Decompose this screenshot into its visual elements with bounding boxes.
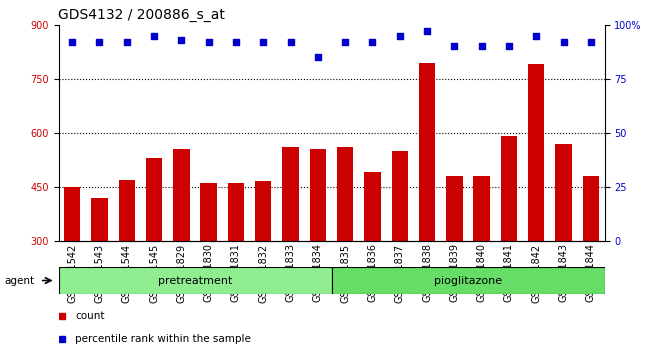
Text: pretreatment: pretreatment <box>158 275 232 286</box>
Text: count: count <box>75 311 105 321</box>
Bar <box>91 198 108 349</box>
Bar <box>332 267 604 294</box>
Point <box>504 44 514 49</box>
Bar <box>528 64 545 349</box>
Point <box>395 33 405 38</box>
Bar <box>582 176 599 349</box>
Point <box>586 39 596 45</box>
Point <box>285 39 296 45</box>
Text: pioglitazone: pioglitazone <box>434 275 502 286</box>
Point <box>94 39 105 45</box>
Bar <box>337 147 354 349</box>
Bar <box>500 136 517 349</box>
Bar <box>555 143 572 349</box>
Bar <box>227 183 244 349</box>
Text: percentile rank within the sample: percentile rank within the sample <box>75 334 251 344</box>
Point <box>558 39 569 45</box>
Bar <box>58 267 332 294</box>
Text: agent: agent <box>5 275 35 286</box>
Bar <box>255 181 272 349</box>
Point <box>367 39 378 45</box>
Bar <box>309 149 326 349</box>
Point <box>231 39 241 45</box>
Point <box>258 39 268 45</box>
Bar <box>473 176 490 349</box>
Bar <box>446 176 463 349</box>
Point <box>67 39 77 45</box>
Point <box>122 39 132 45</box>
Bar <box>200 183 217 349</box>
Point <box>531 33 541 38</box>
Point <box>476 44 487 49</box>
Bar <box>118 179 135 349</box>
Point <box>449 44 460 49</box>
Bar <box>391 151 408 349</box>
Point <box>149 33 159 38</box>
Point <box>176 37 187 43</box>
Bar <box>146 158 162 349</box>
Point <box>203 39 214 45</box>
Bar <box>64 187 81 349</box>
Point <box>313 54 323 60</box>
Point <box>422 28 432 34</box>
Text: GDS4132 / 200886_s_at: GDS4132 / 200886_s_at <box>58 8 226 22</box>
Bar <box>282 147 299 349</box>
Bar <box>419 63 436 349</box>
Bar <box>173 149 190 349</box>
Bar <box>364 172 381 349</box>
Point <box>340 39 350 45</box>
